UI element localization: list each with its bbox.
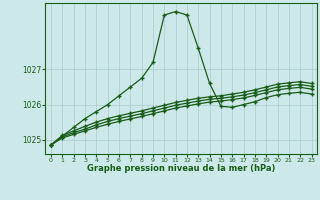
X-axis label: Graphe pression niveau de la mer (hPa): Graphe pression niveau de la mer (hPa) <box>87 164 276 173</box>
